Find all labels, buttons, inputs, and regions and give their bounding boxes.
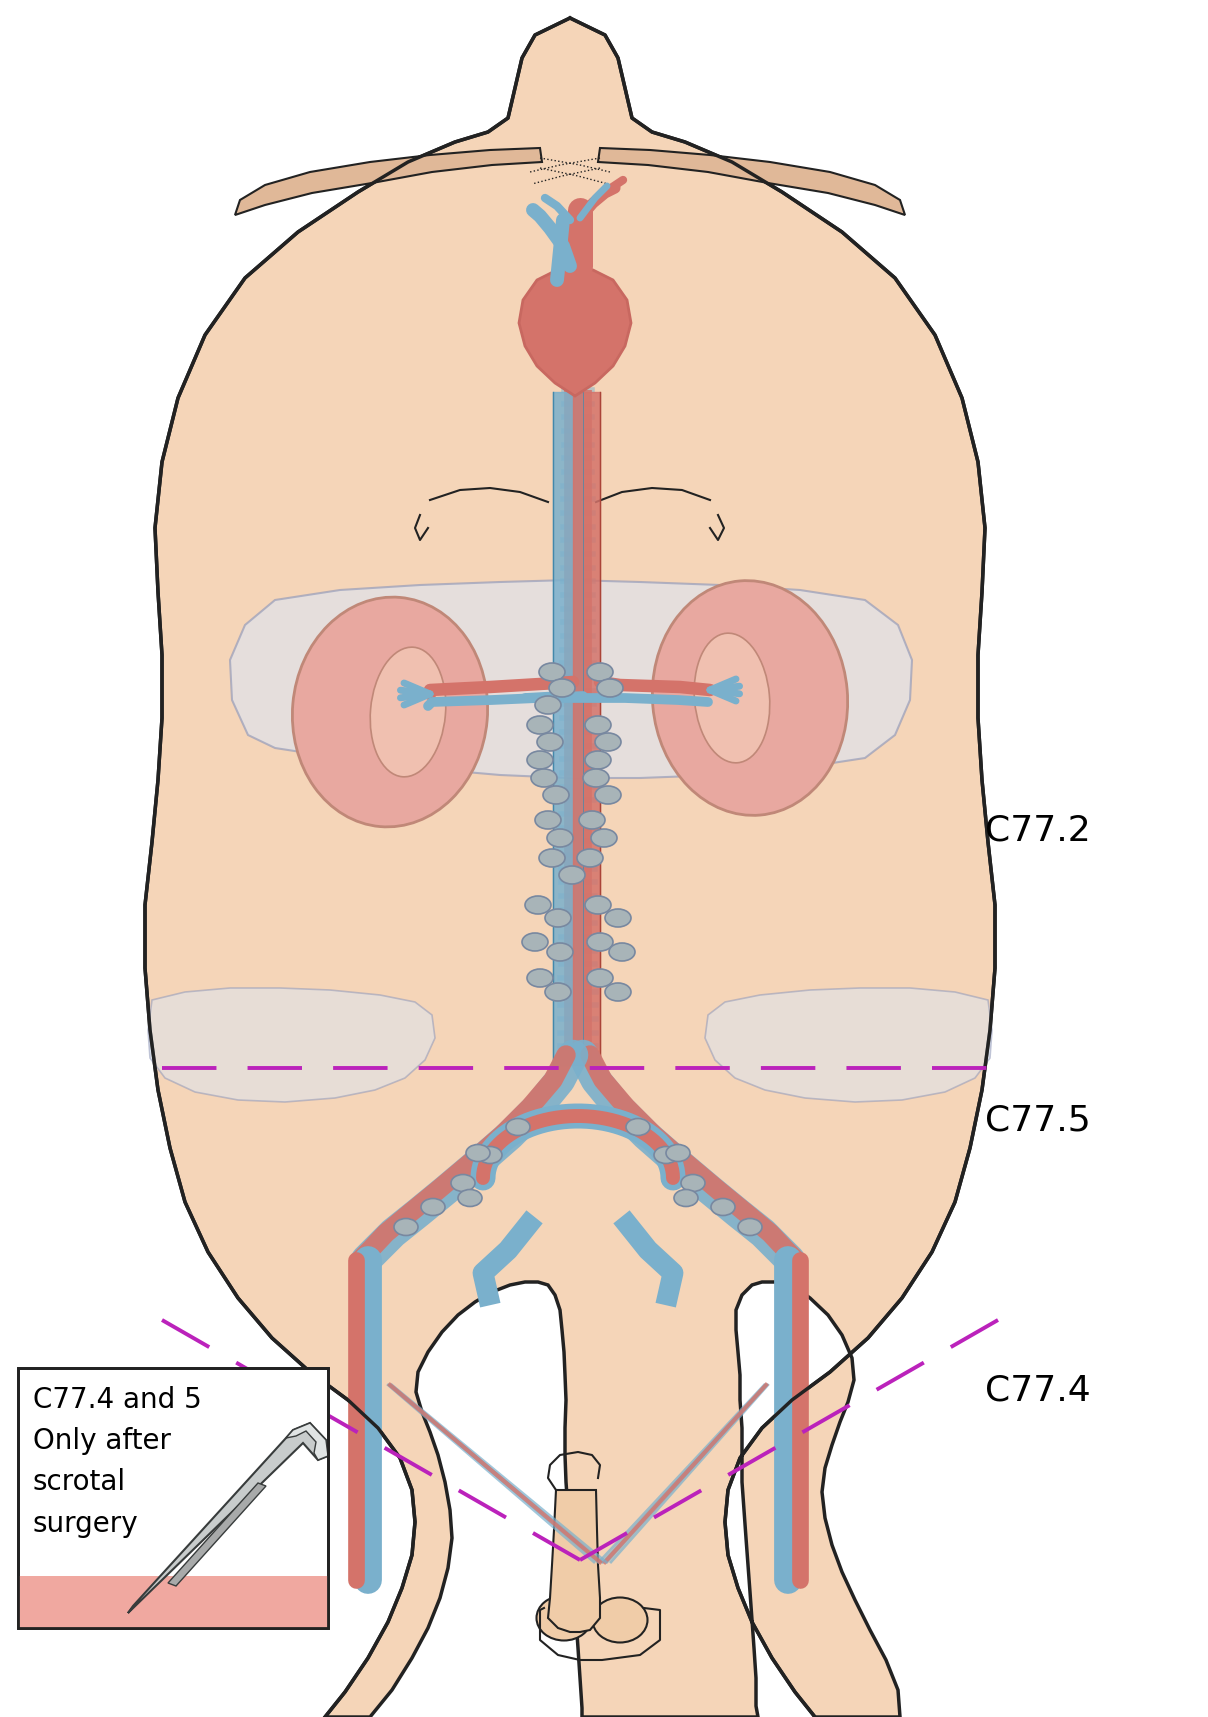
Ellipse shape bbox=[548, 678, 575, 697]
Ellipse shape bbox=[527, 716, 553, 733]
Ellipse shape bbox=[591, 829, 617, 846]
Bar bbox=[18, 1368, 329, 1628]
Ellipse shape bbox=[666, 1145, 690, 1161]
Ellipse shape bbox=[596, 733, 621, 750]
Ellipse shape bbox=[525, 896, 551, 913]
Ellipse shape bbox=[587, 968, 612, 987]
Ellipse shape bbox=[544, 786, 569, 804]
Ellipse shape bbox=[652, 580, 848, 816]
Polygon shape bbox=[705, 987, 992, 1102]
Ellipse shape bbox=[585, 750, 611, 769]
Ellipse shape bbox=[654, 1147, 678, 1164]
Polygon shape bbox=[149, 987, 435, 1102]
Ellipse shape bbox=[547, 943, 573, 962]
Polygon shape bbox=[548, 1490, 600, 1631]
Ellipse shape bbox=[422, 1198, 445, 1216]
Ellipse shape bbox=[712, 1198, 734, 1216]
Ellipse shape bbox=[585, 896, 611, 913]
Ellipse shape bbox=[583, 769, 609, 786]
Ellipse shape bbox=[681, 1174, 705, 1192]
Bar bbox=[18, 1368, 329, 1628]
Text: C77.4: C77.4 bbox=[985, 1374, 1091, 1406]
Bar bbox=[18, 1576, 329, 1628]
Ellipse shape bbox=[597, 678, 623, 697]
Ellipse shape bbox=[458, 1190, 482, 1207]
Ellipse shape bbox=[394, 1219, 418, 1236]
Ellipse shape bbox=[538, 733, 563, 750]
Polygon shape bbox=[230, 580, 912, 778]
Ellipse shape bbox=[527, 750, 553, 769]
Ellipse shape bbox=[587, 663, 612, 682]
Ellipse shape bbox=[536, 1595, 592, 1640]
Text: C77.2: C77.2 bbox=[985, 814, 1091, 846]
Ellipse shape bbox=[605, 908, 631, 927]
Ellipse shape bbox=[695, 634, 769, 762]
Polygon shape bbox=[128, 1423, 329, 1612]
Ellipse shape bbox=[585, 716, 611, 733]
Text: C77.5: C77.5 bbox=[985, 1102, 1091, 1137]
Text: C77.4 and 5
Only after
scrotal
surgery: C77.4 and 5 Only after scrotal surgery bbox=[33, 1386, 202, 1538]
Ellipse shape bbox=[539, 848, 565, 867]
Ellipse shape bbox=[370, 647, 446, 776]
Ellipse shape bbox=[506, 1118, 530, 1135]
Ellipse shape bbox=[626, 1118, 650, 1135]
Ellipse shape bbox=[559, 865, 585, 884]
Ellipse shape bbox=[527, 968, 553, 987]
Ellipse shape bbox=[466, 1145, 490, 1161]
Polygon shape bbox=[598, 148, 905, 215]
Ellipse shape bbox=[609, 943, 635, 962]
Ellipse shape bbox=[478, 1147, 503, 1164]
Ellipse shape bbox=[547, 829, 573, 846]
Polygon shape bbox=[286, 1423, 329, 1459]
Ellipse shape bbox=[674, 1190, 698, 1207]
Ellipse shape bbox=[535, 810, 561, 829]
Ellipse shape bbox=[545, 908, 571, 927]
Ellipse shape bbox=[738, 1219, 762, 1236]
Ellipse shape bbox=[451, 1174, 475, 1192]
Ellipse shape bbox=[292, 598, 488, 828]
Ellipse shape bbox=[532, 769, 557, 786]
Polygon shape bbox=[519, 259, 631, 397]
Ellipse shape bbox=[579, 810, 605, 829]
Ellipse shape bbox=[587, 932, 612, 951]
Ellipse shape bbox=[535, 695, 561, 714]
Polygon shape bbox=[236, 148, 542, 215]
Polygon shape bbox=[145, 17, 995, 1717]
Ellipse shape bbox=[596, 786, 621, 804]
Ellipse shape bbox=[545, 984, 571, 1001]
Ellipse shape bbox=[522, 932, 548, 951]
Polygon shape bbox=[168, 1483, 266, 1587]
Ellipse shape bbox=[577, 848, 603, 867]
Ellipse shape bbox=[592, 1597, 647, 1643]
Ellipse shape bbox=[605, 984, 631, 1001]
Ellipse shape bbox=[539, 663, 565, 682]
